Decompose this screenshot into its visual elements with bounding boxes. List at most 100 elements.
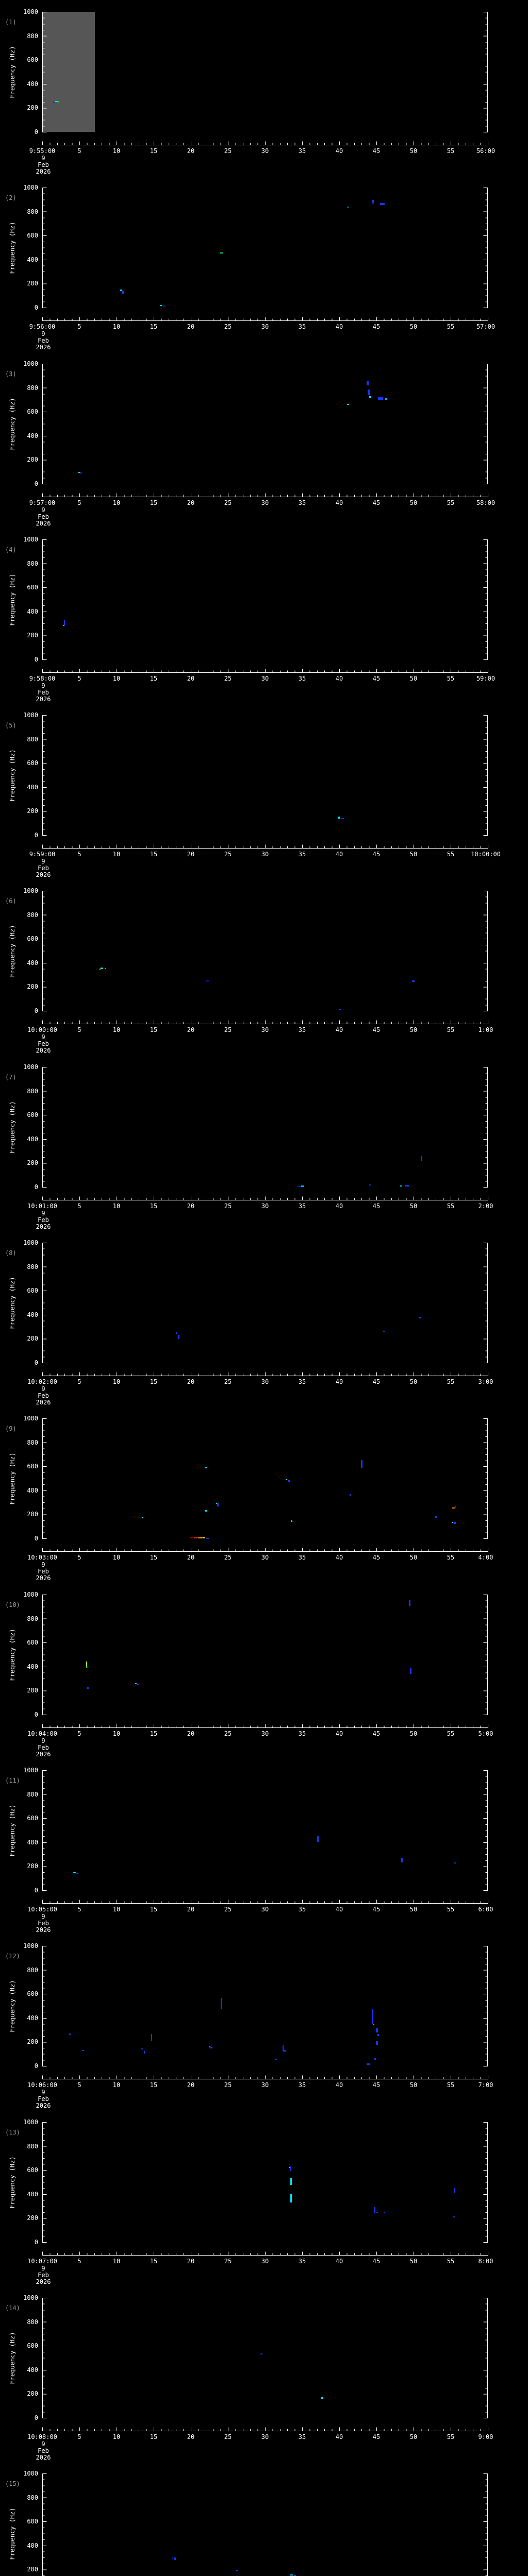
x-tick-label: 35: [298, 1730, 306, 1737]
spectral-detection: [275, 2059, 277, 2060]
x-tick-label: 25: [224, 1378, 232, 1385]
x-tick-label: 10: [112, 1202, 121, 1210]
date-label: 9: [41, 506, 45, 514]
y-tick-label: 600: [27, 1111, 38, 1119]
spectral-detection: [347, 403, 350, 405]
spectral-detection: [62, 625, 64, 626]
spectrogram-panel-8: (8) Frequency (Hz) 0 200 400 600 800 1000 10:02:…: [0, 1231, 528, 1406]
x-tick-label: 50: [409, 1906, 418, 1913]
x-tick-label: 20: [187, 147, 195, 155]
x-tick-label: 50: [409, 1730, 418, 1737]
spectral-detection: [200, 1537, 203, 1539]
x-tick-label: 30: [261, 499, 269, 506]
y-tick-label: 400: [27, 607, 38, 615]
spectrogram-plot-area: [42, 2298, 488, 2418]
x-tick-label: 55: [447, 851, 455, 858]
x-tick-label: 20: [187, 499, 195, 506]
spectral-detection: [73, 1872, 76, 1874]
y-tick-label: 1000: [23, 1063, 38, 1071]
x-tick-label: 25: [224, 675, 232, 682]
spectral-detection: [82, 2049, 85, 2051]
spectral-detection: [372, 2008, 374, 2024]
y-tick-label: 200: [27, 280, 38, 287]
date-label: Feb: [38, 2447, 49, 2454]
x-tick-label: 40: [335, 2258, 343, 2265]
y-tick-label: 200: [27, 632, 38, 639]
spectral-detection: [376, 2211, 378, 2213]
y-tick-label: 1000: [23, 2470, 38, 2477]
x-tick-label: 35: [298, 1906, 306, 1913]
spectral-detection: [220, 1998, 222, 2009]
x-tick-label: 25: [224, 323, 232, 330]
x-tick-label: 20: [187, 1554, 195, 1561]
x-tick-label: 55: [447, 1730, 455, 1737]
y-axis-title: Frequency (Hz): [9, 925, 16, 977]
spectral-detection: [283, 2050, 287, 2052]
panel-number-label: (15): [5, 2480, 20, 2487]
panel-number-label: (6): [5, 897, 16, 905]
spectral-detection: [101, 967, 104, 969]
date-label: 9: [41, 2441, 45, 2448]
date-label: 2026: [36, 2278, 51, 2285]
date-label: 2026: [36, 520, 51, 527]
x-tick-label: 15: [150, 1026, 158, 1033]
x-tick-label: 35: [298, 1202, 306, 1210]
data-coverage-region: [42, 12, 95, 132]
x-tick-label: 5: [77, 851, 81, 858]
panel-number-label: (9): [5, 1425, 16, 1432]
x-tick-label: 25: [224, 1730, 232, 1737]
x-tick-label: 25: [224, 2258, 232, 2265]
spectral-detection: [236, 2570, 238, 2572]
date-label: 9: [41, 1033, 45, 1041]
x-tick-label: 10: [112, 147, 121, 155]
axes: [42, 188, 488, 321]
x-tick-label: 20: [187, 1026, 195, 1033]
x-tick-label: 20: [187, 2081, 195, 2089]
y-axis-title: Frequency (Hz): [9, 749, 16, 802]
x-tick-label: 5: [77, 323, 81, 330]
x-axis-end-time: 7:00: [478, 2081, 493, 2089]
spectral-detection: [190, 1537, 193, 1539]
date-label: 2026: [36, 871, 51, 878]
date-label: Feb: [38, 1568, 49, 1575]
date-label: 2026: [36, 168, 51, 175]
x-tick-label: 10: [112, 2433, 121, 2441]
x-tick-label: 20: [187, 851, 195, 858]
spectrogram-plot-area: [42, 1067, 488, 1187]
date-label: 2026: [36, 1751, 51, 1758]
panel-number-label: (12): [5, 1953, 20, 1960]
spectral-detection: [453, 1522, 456, 1524]
x-tick-label: 55: [447, 499, 455, 506]
x-axis-start-time: 10:07:00: [27, 2258, 57, 2265]
y-tick-label: 0: [34, 2062, 38, 2070]
y-tick-label: 0: [34, 832, 38, 839]
spectral-detection: [120, 289, 122, 291]
spectrogram-plot-area: [42, 2473, 488, 2576]
x-tick-label: 30: [261, 1026, 269, 1033]
panel-number-label: (14): [5, 2304, 20, 2312]
spectral-detection: [58, 101, 59, 103]
y-axis-title: Frequency (Hz): [9, 2507, 16, 2560]
x-tick-label: 10: [112, 1906, 121, 1913]
x-tick-label: 5: [77, 1730, 81, 1737]
y-tick-label: 800: [27, 32, 38, 40]
x-tick-label: 35: [298, 499, 306, 506]
y-tick-label: 0: [34, 1535, 38, 1542]
date-label: 9: [41, 330, 45, 337]
y-tick-label: 1000: [23, 1415, 38, 1422]
y-tick-label: 200: [27, 2214, 38, 2222]
x-axis-end-time: 2:00: [478, 1202, 493, 1210]
x-tick-label: 40: [335, 851, 343, 858]
spectral-detection: [435, 1516, 437, 1518]
panel-number-label: (2): [5, 194, 16, 201]
y-tick-label: 400: [27, 1135, 38, 1143]
spectral-detection: [197, 1537, 200, 1539]
y-tick-label: 800: [27, 2142, 38, 2150]
x-tick-label: 40: [335, 1554, 343, 1561]
x-tick-label: 45: [372, 147, 381, 155]
y-tick-label: 800: [27, 2318, 38, 2326]
spectral-detection: [151, 2033, 152, 2041]
spectral-detection: [176, 1332, 178, 1334]
date-label: 9: [41, 1737, 45, 1744]
spectrogram-panel-13: (13) Frequency (Hz) 0 200 400 600 800 1000 10:07…: [0, 2110, 528, 2286]
